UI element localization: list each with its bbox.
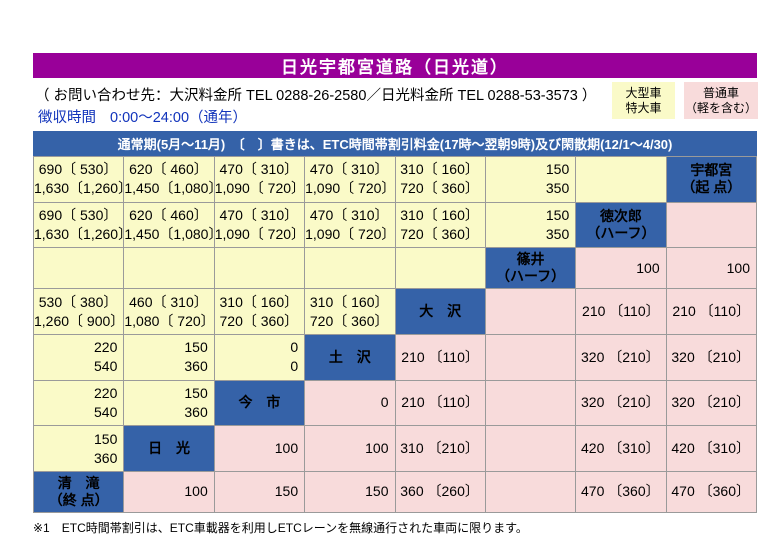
fare-cell: 210 〔110〕 [394,333,486,381]
fare-cell: 210 〔110〕 [394,379,486,427]
page-title: 日光宇都宮道路（日光道） [33,53,757,78]
collection-hours: 徴収時間 0:00～24:00（通年） [38,106,613,127]
fare-cell: 320 〔210〕 [665,379,758,427]
empty-cell [123,247,215,290]
fare-cell: 310〔 160〕 720〔 360〕 [394,201,486,249]
empty-cell [484,470,577,514]
fare-cell: 530〔 380〕 1,260〔 900〕 [32,288,125,335]
table-row: 690〔 530〕 1,630〔1,260〕 620〔 460〕 1,450〔1,08… [32,156,758,203]
fare-cell: 210 〔110〕 [665,288,758,335]
fare-cell: 470 〔360〕 [575,470,667,514]
legend-standard-vehicle-line1: 普通車 [702,85,739,100]
fare-cell: 100 [575,247,667,290]
table-row: 690〔 530〕 1,630〔1,260〕 620〔 460〕 1,450〔1,08… [32,201,758,249]
station-cell: 篠井 （ハーフ） [484,247,577,290]
empty-cell [304,247,396,290]
fare-cell: 220 540 [32,379,125,427]
legend-standard-vehicle: 普通車 （軽を含む） [684,82,758,119]
fare-cell: 460〔 310〕 1,080〔 720〕 [123,288,215,335]
empty-cell [575,156,667,203]
empty-cell [484,288,577,335]
fare-cell: 0 [304,379,396,427]
table-row: 篠井 （ハーフ） 100 100 [32,247,758,290]
legend-standard-vehicle-line2: （軽を含む） [684,100,757,115]
fare-cell: 150 360 [123,333,215,381]
fare-cell: 150 350 [484,156,577,203]
empty-cell [32,247,125,290]
station-cell: 土 沢 [304,333,396,381]
table-row: 530〔 380〕 1,260〔 900〕 460〔 310〕 1,080〔 720〕… [32,288,758,335]
fare-cell: 100 [665,247,758,290]
fare-cell: 150 [304,470,396,514]
fare-cell: 220 540 [32,333,125,381]
fare-cell: 320 〔210〕 [575,379,667,427]
fare-cell: 620〔 460〕 1,450〔1,080〕 [123,156,215,203]
station-cell: 日 光 [123,425,215,472]
empty-cell [394,247,486,290]
fare-cell: 100 [213,425,306,472]
fare-cell: 470 〔360〕 [665,470,758,514]
fare-cell: 470〔 310〕 1,090〔 720〕 [304,201,396,249]
table-row: 220 540 150 360 今 市 0 210 〔110〕 320 〔210〕 320 〔2… [32,379,758,427]
fare-cell: 310〔 160〕 720〔 360〕 [304,288,396,335]
fare-cell: 150 360 [32,425,125,472]
contact-info: （ お問い合わせ先：大沢料金所 TEL 0288-26-2580／日光料金所 T… [35,88,597,104]
legend-large-vehicle-line2: 特大車 [625,100,662,115]
collection-hours-value: 0:00～24:00（通年） [110,110,248,126]
fare-cell: 310 〔210〕 [394,425,486,472]
legend-large-vehicle-line1: 大型車 [625,85,662,100]
empty-cell [213,247,306,290]
table-row: 220 540 150 360 0 0 土 沢 210 〔110〕 320 〔210〕 320 〔… [32,333,758,381]
fare-cell: 470〔 310〕 1,090〔 720〕 [213,156,306,203]
fare-cell: 420 〔310〕 [575,425,667,472]
station-cell: 宇都宮 （起 点） [665,156,758,203]
empty-cell [484,379,577,427]
fare-cell: 100 [304,425,396,472]
fare-cell: 420 〔310〕 [665,425,758,472]
empty-cell [665,201,758,249]
fare-cell: 210 〔110〕 [575,288,667,335]
fare-cell: 150 350 [484,201,577,249]
fare-cell: 150 [213,470,306,514]
fare-table: 690〔 530〕 1,630〔1,260〕 620〔 460〕 1,450〔1,08… [32,156,758,514]
fare-table-header: 通常期(5月～11月) 〔 〕書きは、ETC時間帯割引料金(17時～翌朝9時)及… [33,131,757,156]
fare-cell: 320 〔210〕 [665,333,758,381]
fare-cell: 150 360 [123,379,215,427]
table-row: 150 360 日 光 100 100 310 〔210〕 420 〔310〕 420 〔31… [32,425,758,472]
fare-cell: 620〔 460〕 1,450〔1,080〕 [123,201,215,249]
station-cell: 今 市 [213,379,306,427]
empty-cell [484,333,577,381]
collection-hours-label: 徴収時間 [38,110,96,126]
fare-cell: 470〔 310〕 1,090〔 720〕 [213,201,306,249]
footnote: ※1 ETC時間帯割引は、ETC車載器を利用しETCレーンを無線通行された車両に… [33,521,528,535]
fare-cell: 100 [123,470,215,514]
station-cell: 徳次郎 （ハーフ） [575,201,667,249]
fare-cell: 690〔 530〕 1,630〔1,260〕 [32,201,125,249]
empty-cell [484,425,577,472]
fare-cell: 360 〔260〕 [394,470,486,514]
station-cell: 大 沢 [394,288,486,335]
station-cell: 清 滝（終 点） [32,470,125,514]
legend-large-vehicle: 大型車 特大車 [612,82,675,119]
table-row: 清 滝（終 点） 100 150 150 360 〔260〕 470 〔360〕 470 〔… [32,470,758,514]
fare-cell: 320 〔210〕 [575,333,667,381]
fare-cell: 690〔 530〕 1,630〔1,260〕 [32,156,125,203]
fare-cell: 310〔 160〕 720〔 360〕 [394,156,486,203]
fare-cell: 310〔 160〕 720〔 360〕 [213,288,306,335]
fare-cell: 470〔 310〕 1,090〔 720〕 [304,156,396,203]
